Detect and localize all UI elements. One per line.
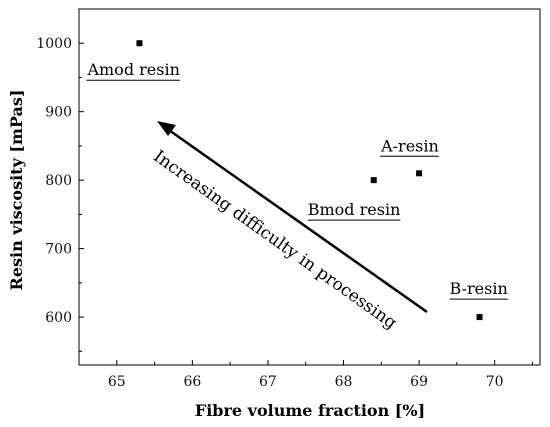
x-tick-label: 66 [183,374,201,390]
y-axis-title: Resin viscosity [mPas] [7,90,26,291]
y-axis-ticks: 600 700 800 900 1000 [36,8,84,352]
y-tick-label: 1000 [36,36,72,52]
difficulty-arrow [157,121,428,314]
data-point-marker [370,177,377,184]
y-tick-label: 900 [45,105,72,121]
x-tick-label: 69 [410,374,428,390]
arrow-annotation-label: Increasing difficulty in processing [149,146,400,333]
data-point-label: B-resin [450,279,508,298]
data-point-marker [476,314,483,321]
data-point-label: A-resin [380,136,439,155]
x-tick-label: 70 [486,374,504,390]
x-tick-label: 67 [259,374,277,390]
x-axis-ticks: 65 66 67 68 69 70 [78,360,533,390]
data-point-label: Bmod resin [308,200,401,219]
data-points: Amod resin Bmod resin A-resin B-resin [86,40,508,321]
arrow-shaft [165,126,428,314]
x-tick-label: 68 [335,374,353,390]
data-point-marker [416,170,423,177]
x-axis-title: Fibre volume fraction [%] [195,401,425,420]
arrowhead-icon [157,121,176,136]
x-tick-label: 65 [108,374,126,390]
data-point-label: Amod resin [86,60,179,79]
y-tick-label: 600 [45,310,72,326]
plot-frame [78,8,541,366]
data-point-marker [136,40,143,47]
y-tick-label: 700 [45,242,72,258]
y-tick-label: 800 [45,173,72,189]
